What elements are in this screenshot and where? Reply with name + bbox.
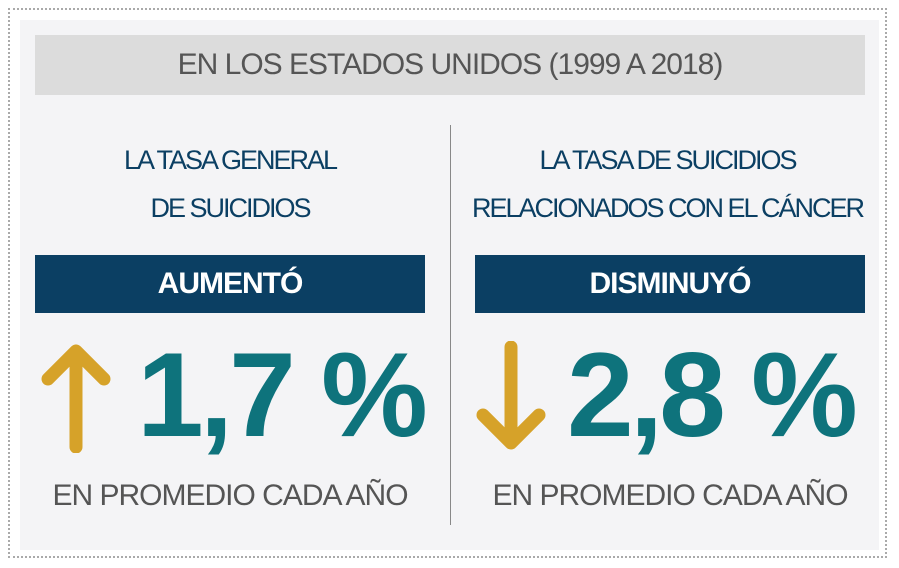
left-status: AUMENTÓ <box>157 267 304 300</box>
left-value: 1,7 % <box>137 328 428 462</box>
left-status-bar <box>35 255 425 313</box>
right-status: DISMINUYÓ <box>589 267 751 300</box>
right-title-line-1: LA TASA DE SUICIDIOS <box>539 145 797 175</box>
left-title-line-1: LA TASA GENERAL <box>123 145 338 175</box>
right-value: 2,8 % <box>567 328 858 462</box>
left-title-line-2: DE SUICIDIOS <box>150 193 311 223</box>
down-arrow-icon <box>476 341 546 450</box>
right-title-line-2: RELACIONADOS CON EL CÁNCER <box>471 193 865 223</box>
header-text: EN LOS ESTADOS UNIDOS (1999 A 2018) <box>177 48 724 81</box>
column-divider <box>450 125 451 525</box>
left-footer-text: EN PROMEDIO CADA AÑO <box>52 479 408 512</box>
right-status-bar <box>475 255 865 313</box>
dotted-border <box>8 8 887 558</box>
header-banner <box>35 35 865 95</box>
up-arrow-icon <box>41 344 111 453</box>
right-footer-text: EN PROMEDIO CADA AÑO <box>492 479 848 512</box>
